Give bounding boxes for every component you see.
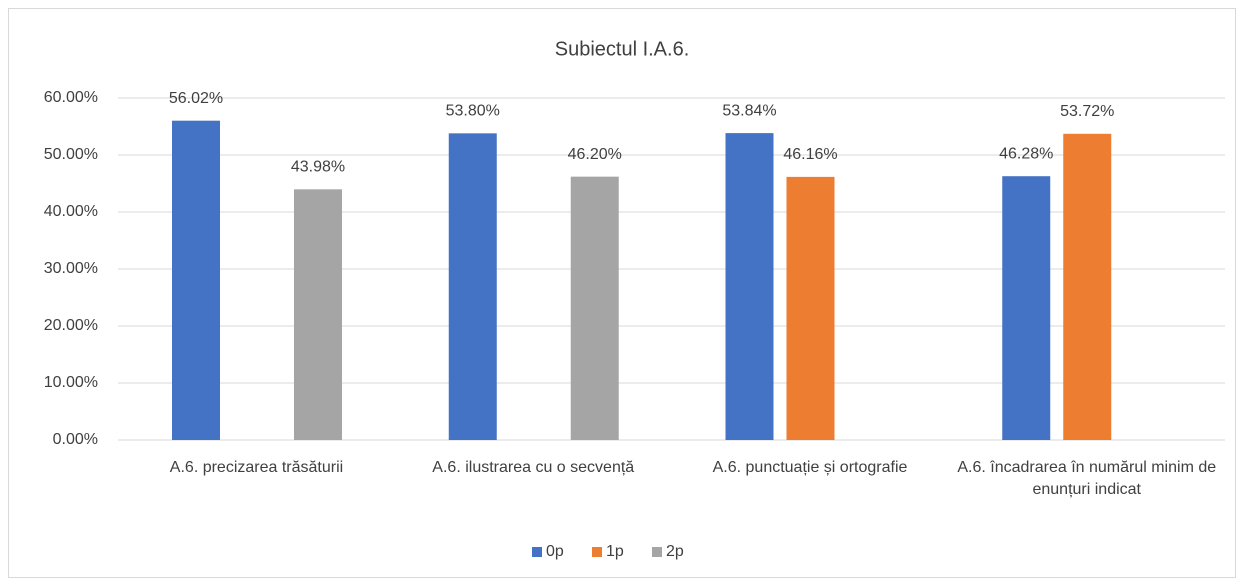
y-tick-label: 20.00% — [44, 317, 98, 334]
value-label: 56.02% — [169, 90, 223, 107]
y-tick-label: 60.00% — [44, 89, 98, 106]
y-tick-label: 10.00% — [44, 374, 98, 391]
chart-title: Subiectul I.A.6. — [555, 38, 690, 60]
legend-label: 2p — [666, 543, 684, 560]
value-label: 46.28% — [999, 145, 1053, 162]
y-tick-label: 40.00% — [44, 203, 98, 220]
bar — [1063, 133, 1112, 440]
x-tick-label: A.6. ilustrarea cu o secvență — [432, 459, 635, 476]
bar — [448, 133, 497, 440]
legend-swatch — [652, 547, 662, 557]
bar — [570, 176, 619, 440]
x-tick-label: A.6. precizarea trăsăturii — [169, 459, 344, 476]
legend-swatch — [592, 547, 602, 557]
value-label: 53.80% — [446, 103, 500, 120]
bar — [1002, 176, 1051, 441]
bar — [725, 133, 774, 440]
y-tick-label: 0.00% — [53, 431, 98, 448]
bar — [294, 189, 342, 440]
bar — [786, 176, 835, 440]
value-label: 46.20% — [568, 146, 622, 163]
x-tick-label: A.6. punctuație și ortografie — [712, 459, 908, 476]
x-tick-label: A.6. încadrarea în numărul minim de enun… — [957, 459, 1217, 498]
value-label: 43.98% — [291, 159, 345, 176]
y-tick-label: 50.00% — [44, 146, 98, 163]
value-label: 46.16% — [783, 146, 837, 163]
legend-label: 1p — [606, 543, 624, 560]
value-label: 53.72% — [1060, 103, 1114, 120]
bar — [172, 120, 220, 440]
value-label: 53.84% — [722, 102, 776, 119]
y-tick-label: 30.00% — [44, 260, 98, 277]
legend-swatch — [532, 547, 542, 557]
legend-label: 0p — [546, 543, 564, 560]
